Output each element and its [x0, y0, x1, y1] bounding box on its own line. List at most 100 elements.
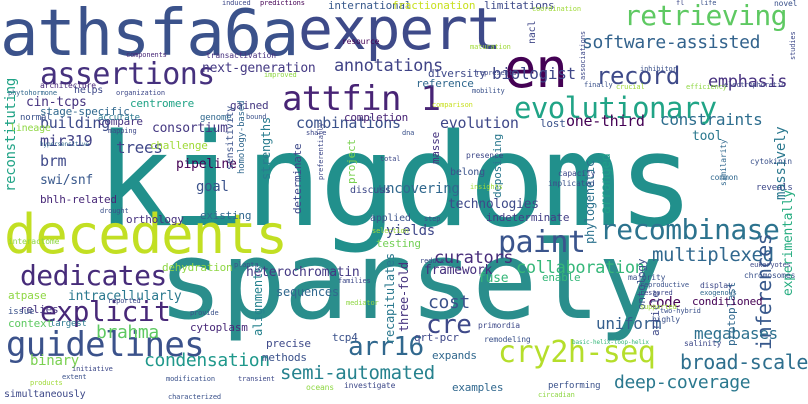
word: fractionation — [392, 0, 476, 12]
word: arranged — [599, 153, 614, 214]
word: expands — [432, 349, 477, 362]
word: hypersensitive — [40, 141, 89, 148]
word: masse — [429, 131, 442, 164]
word: cytokinin — [750, 157, 792, 166]
word: athsfa6a — [0, 0, 299, 71]
word: existing — [200, 209, 252, 222]
word: step — [424, 215, 441, 223]
word: centromere — [130, 97, 195, 110]
word: simultaneously — [4, 389, 86, 400]
word: transactivation — [206, 51, 276, 60]
word: phytohormone — [8, 89, 57, 97]
word: three-fold — [397, 262, 411, 332]
word: basic-helix-loop-helix — [572, 339, 649, 346]
word: implicated — [548, 179, 595, 188]
word: precise — [266, 337, 311, 350]
word: highly — [652, 315, 680, 324]
word: relies — [20, 303, 59, 316]
word: tool — [692, 129, 723, 144]
word: reported — [108, 297, 141, 305]
word: accurate — [98, 113, 140, 123]
word: selection — [372, 227, 409, 235]
word: presence — [466, 151, 504, 160]
word: attfin 1 — [282, 79, 441, 119]
word: normal — [20, 113, 52, 123]
word: represents — [476, 69, 517, 77]
word: deep-coverage — [614, 372, 751, 393]
word: stage-specific — [40, 105, 130, 118]
word: examples — [452, 381, 504, 394]
word: yields — [386, 223, 435, 239]
word: associations — [579, 31, 587, 80]
word: curators — [434, 248, 514, 268]
word: lost — [540, 117, 566, 130]
word: expert — [298, 0, 502, 63]
word: coordination — [532, 5, 581, 13]
word: broad-scale — [679, 350, 808, 374]
word: mapping — [108, 127, 137, 135]
word: megabases — [694, 324, 778, 343]
word: multiplexed — [652, 244, 774, 266]
word: investigate — [344, 381, 396, 390]
word: characterized — [168, 393, 221, 401]
word: trees — [116, 138, 163, 157]
word: discuss — [350, 185, 391, 196]
word: circadian — [538, 391, 575, 399]
word: methods — [262, 351, 307, 364]
word: share — [306, 129, 327, 137]
word: arr16 — [348, 332, 424, 362]
word: alignments — [251, 266, 265, 336]
word: binary — [30, 353, 79, 369]
word: provide — [190, 309, 219, 317]
word: reproductive — [640, 281, 689, 289]
word: crucial — [616, 83, 645, 91]
word: organization — [116, 89, 165, 97]
word: strengths — [259, 117, 273, 180]
word: building — [40, 114, 110, 132]
word: capacity — [558, 169, 596, 178]
word: display — [700, 281, 733, 290]
word: supported — [640, 303, 677, 311]
word: bhlh-related — [40, 193, 117, 206]
word: architecture — [40, 81, 96, 90]
word: brm — [40, 152, 67, 170]
word: cre — [426, 310, 472, 340]
word: exogenous — [700, 289, 737, 297]
word: one-third — [566, 112, 645, 130]
word: compare — [98, 115, 143, 128]
word: biologist — [492, 64, 576, 83]
word: next-generation — [202, 61, 316, 76]
word: determinate — [291, 143, 304, 214]
word: reference — [416, 77, 474, 90]
word: cry2h-seq — [498, 335, 656, 370]
word: fuse — [478, 271, 509, 286]
word: qrt-pcr — [414, 331, 459, 344]
word: two-hybrid — [660, 307, 701, 315]
word: kingdoms — [96, 107, 695, 256]
word: remodeling — [484, 335, 531, 344]
word: diversity — [428, 67, 486, 80]
word: assertions — [40, 57, 215, 92]
word: products — [30, 379, 63, 387]
word: tcp4 — [332, 331, 358, 344]
word: collaboration — [516, 258, 645, 278]
word: brahma — [96, 322, 159, 343]
word: extent — [62, 373, 87, 381]
word: explicit — [40, 295, 171, 328]
word: atpase — [8, 289, 47, 302]
word: enable — [542, 271, 581, 284]
word: drought — [100, 207, 129, 215]
word: mir319 — [40, 132, 93, 150]
word: largest — [50, 319, 87, 329]
word: initiative — [72, 365, 113, 373]
word: technologies — [448, 197, 539, 212]
word: evolutionary — [514, 91, 717, 125]
word: reduce — [420, 257, 445, 265]
word: testing — [376, 237, 421, 250]
word: challenge — [150, 139, 208, 152]
word: retrieving — [624, 0, 788, 32]
word: genome — [200, 113, 232, 123]
word: code — [648, 295, 681, 311]
word: oceans — [306, 383, 334, 392]
